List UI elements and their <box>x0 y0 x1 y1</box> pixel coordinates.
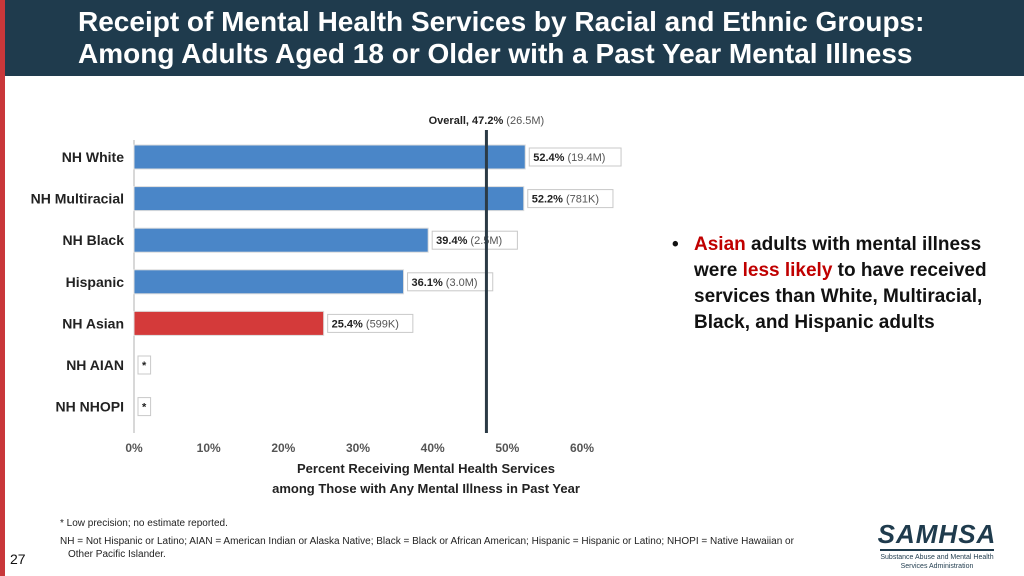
logo-subtitle-1: Substance Abuse and Mental Health <box>880 554 994 561</box>
footnote-precision: * Low precision; no estimate reported. <box>60 518 228 529</box>
x-axis-title-line-2: among Those with Any Mental Illness in P… <box>272 481 580 496</box>
data-label-box <box>137 355 152 375</box>
data-label-box <box>327 313 414 333</box>
highlight-less-likely: less likely <box>742 260 833 281</box>
x-tick-label: 10% <box>197 441 221 455</box>
x-tick-label: 20% <box>271 441 295 455</box>
title-line-1: Receipt of Mental Health Services by Rac… <box>78 6 925 37</box>
bullet-point: • Asian adults with mental illness were … <box>672 232 1002 336</box>
slide-title: Receipt of Mental Health Services by Rac… <box>78 6 1008 70</box>
data-label-box <box>528 147 622 167</box>
bullet-text: Asian adults with mental illness were le… <box>694 232 1002 336</box>
category-label: NH White <box>62 149 124 165</box>
overall-percent: Overall, 47.2% <box>429 115 507 127</box>
overall-reference-label: Overall, 47.2% (26.5M) <box>429 115 545 127</box>
header-banner <box>5 0 1024 76</box>
category-label: NH Multiracial <box>31 191 124 207</box>
data-label: * <box>142 360 147 372</box>
data-label: * <box>142 402 147 414</box>
category-label: NH AIAN <box>66 357 124 373</box>
bullet-text-1: adults with mental illness were <box>694 234 982 281</box>
bar-chart: NH White 52.4% (19.4M) NH Multiracial 52.2%… <box>31 115 622 496</box>
data-label-percent: * <box>142 402 147 414</box>
overall-count: (26.5M) <box>506 115 544 127</box>
data-label: 25.4% (599K) <box>332 318 399 330</box>
bullet-marker: • <box>672 234 679 255</box>
data-label-count: (19.4M) <box>564 152 605 164</box>
bar <box>133 227 429 253</box>
x-tick-label: 60% <box>570 441 594 455</box>
x-tick-label: 30% <box>346 441 370 455</box>
bullet-text-2: to have received services than White, Mu… <box>694 260 987 333</box>
footnote-line-2: Other Pacific Islander. <box>68 549 166 560</box>
data-label-box <box>431 230 518 250</box>
category-label: NH NHOPI <box>56 399 124 415</box>
data-label-count: (781K) <box>563 194 599 206</box>
data-label-box <box>527 189 614 209</box>
logo-rule <box>880 549 994 551</box>
category-label: NH Black <box>63 232 125 248</box>
x-tick-label: 50% <box>495 441 519 455</box>
data-label-percent: 25.4% <box>332 318 363 330</box>
data-label-percent: 36.1% <box>412 277 443 289</box>
data-label: 36.1% (3.0M) <box>412 277 478 289</box>
bar <box>133 269 405 295</box>
footnote-abbreviations: NH = Not Hispanic or Latino; AIAN = Amer… <box>60 535 860 561</box>
highlight-asian: Asian <box>694 234 746 255</box>
data-label-count: (3.0M) <box>443 277 478 289</box>
data-label-count: (2.5M) <box>467 235 502 247</box>
data-label-percent: * <box>142 360 147 372</box>
data-label-percent: 39.4% <box>436 235 467 247</box>
bar <box>133 186 525 212</box>
logo-subtitle-2: Services Administration <box>900 563 974 570</box>
x-axis-title-line-1: Percent Receiving Mental Health Services <box>297 461 555 476</box>
data-label: 52.2% (781K) <box>532 194 599 206</box>
samhsa-logo: SAMHSA Substance Abuse and Mental Health… <box>872 521 1002 571</box>
data-label-percent: 52.2% <box>532 194 563 206</box>
category-label: Hispanic <box>66 274 125 290</box>
x-tick-label: 40% <box>421 441 445 455</box>
data-label: 52.4% (19.4M) <box>533 152 605 164</box>
footnote-line-1: NH = Not Hispanic or Latino; AIAN = Amer… <box>60 536 794 547</box>
data-label: 39.4% (2.5M) <box>436 235 502 247</box>
bar <box>133 310 325 336</box>
title-line-2: Among Adults Aged 18 or Older with a Pas… <box>78 38 913 69</box>
data-label-box <box>137 397 152 417</box>
logo-wordmark: SAMHSA <box>877 519 997 549</box>
x-tick-label: 0% <box>125 441 143 455</box>
data-label-count: (599K) <box>363 318 399 330</box>
page-number: 27 <box>10 551 26 567</box>
data-label-box <box>407 272 494 292</box>
category-label: NH Asian <box>62 315 124 331</box>
left-accent-bar <box>0 0 5 576</box>
data-label-percent: 52.4% <box>533 152 564 164</box>
bar <box>133 144 526 170</box>
